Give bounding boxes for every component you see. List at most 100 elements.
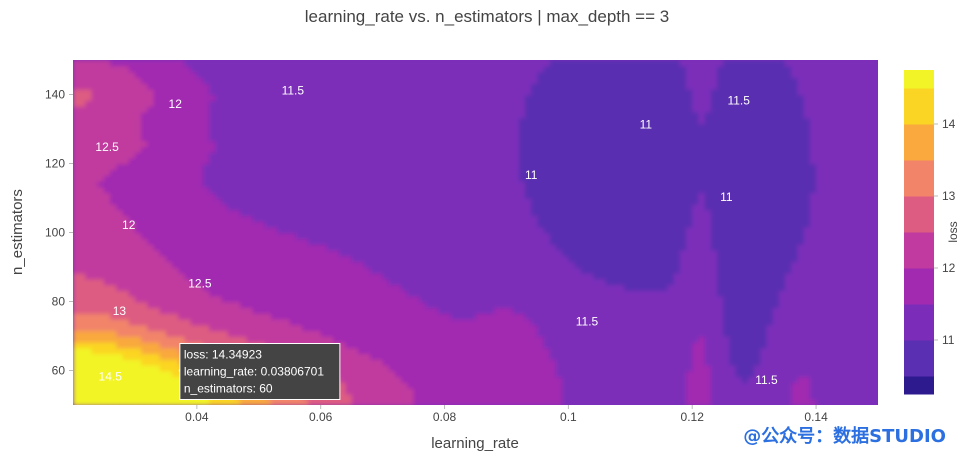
contour-cell (828, 249, 836, 257)
contour-cell (401, 267, 409, 274)
contour-cell (308, 313, 316, 320)
contour-cell (97, 249, 105, 257)
contour-cell (85, 295, 93, 303)
contour-cell (828, 382, 836, 389)
contour-cell (599, 353, 607, 360)
contour-cell (413, 284, 421, 291)
contour-cell (91, 209, 99, 217)
contour-cell (401, 232, 409, 240)
contour-cell (667, 353, 675, 360)
contour-cell (264, 336, 272, 343)
contour-cell (227, 336, 235, 343)
contour-cell (438, 215, 446, 222)
contour-cell (215, 284, 223, 291)
contour-cell (159, 387, 167, 395)
contour-cell (122, 307, 130, 314)
contour-cell (506, 301, 514, 309)
contour-cell (382, 255, 390, 263)
contour-cell (209, 284, 217, 291)
contour-cell (747, 244, 755, 251)
contour-cell (865, 232, 873, 240)
contour-cell (568, 272, 576, 280)
contour-cell (766, 341, 774, 349)
contour-cell (264, 203, 272, 211)
contour-cell (506, 307, 514, 314)
contour-cell (809, 301, 817, 309)
contour-cell (778, 307, 786, 314)
contour-cell (667, 364, 675, 372)
contour-cell (686, 232, 694, 240)
contour-cell (79, 226, 87, 234)
contour-cell (704, 370, 712, 378)
contour-cell (289, 221, 297, 228)
contour-cell (871, 203, 878, 211)
contour-cell (865, 209, 873, 217)
contour-cell (283, 313, 291, 320)
contour-cell (388, 341, 396, 349)
contour-cell (500, 353, 508, 360)
contour-cell (667, 347, 675, 355)
contour-cell (673, 186, 681, 194)
contour-cell (351, 399, 359, 405)
contour-cell (865, 255, 873, 263)
contour-cell (419, 244, 427, 251)
contour-cell (611, 313, 619, 320)
contour-cell (636, 399, 644, 405)
contour-cell (122, 330, 130, 337)
contour-cell (673, 267, 681, 274)
contour-cell (438, 307, 446, 314)
contour-cell (339, 249, 347, 257)
contour-cell (147, 232, 155, 240)
contour-cell (277, 278, 285, 286)
contour-cell (73, 399, 80, 405)
contour-cell (803, 192, 811, 199)
contour-cell (456, 399, 464, 405)
contour-cell (556, 244, 563, 251)
contour-cell (512, 295, 520, 303)
contour-cell (568, 192, 576, 199)
contour-cell (153, 318, 161, 326)
contour-cell (617, 382, 625, 389)
contour-cell (401, 192, 409, 199)
contour-cell (221, 318, 229, 326)
contour-cell (791, 209, 799, 217)
contour-cell (822, 376, 830, 383)
contour-cell (865, 393, 873, 401)
contour-cell (357, 186, 365, 194)
contour-cell (97, 393, 105, 401)
contour-cell (481, 387, 489, 395)
contour-cell (481, 336, 489, 343)
contour-cell (438, 272, 446, 280)
contour-cell (630, 238, 638, 245)
contour-cell (401, 393, 409, 401)
contour-cell (679, 382, 687, 389)
contour-cell (419, 364, 427, 372)
contour-cell (264, 290, 272, 297)
contour-cell (531, 284, 539, 291)
contour-cell (599, 364, 607, 372)
contour-cell (475, 278, 483, 286)
contour-cell (871, 244, 878, 251)
contour-cell (159, 203, 167, 211)
contour-cell (803, 261, 811, 268)
contour-cell (871, 376, 878, 383)
contour-cell (648, 318, 656, 326)
contour-cell (871, 295, 878, 303)
contour-cell (463, 186, 471, 194)
contour-cell (822, 347, 830, 355)
contour-cell (364, 198, 372, 205)
contour-cell (85, 221, 93, 228)
contour-cell (419, 336, 427, 343)
contour-cell (580, 255, 588, 263)
contour-cell (209, 399, 217, 405)
contour-cell (419, 226, 427, 234)
contour-cell (525, 203, 533, 211)
contour-cell (512, 244, 520, 251)
contour-cell (141, 284, 149, 291)
contour-cell (345, 284, 353, 291)
contour-cell (580, 192, 588, 199)
contour-cell (599, 307, 607, 314)
contour-cell (834, 399, 842, 405)
contour-cell (747, 399, 755, 405)
